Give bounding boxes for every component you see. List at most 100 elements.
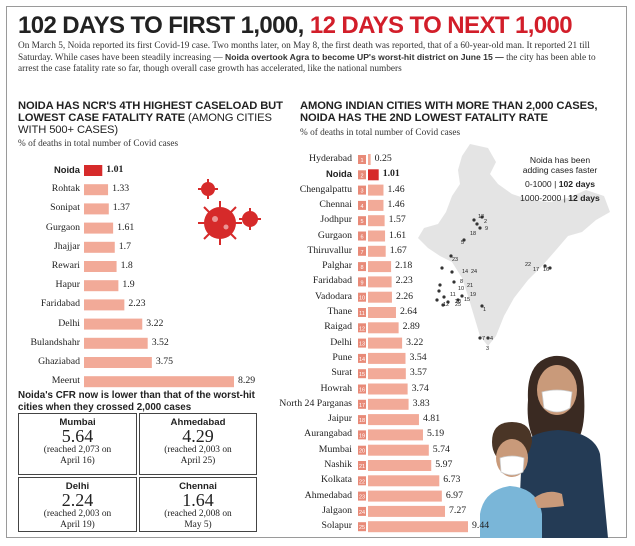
bar-label: Noida: [53, 164, 80, 175]
left-title-bold: NOIDA HAS NCR'S 4TH HIGHEST CASELOAD BUT…: [18, 100, 283, 124]
bar-value: 1.61: [389, 229, 407, 241]
map-rank: 20: [455, 299, 462, 305]
map-note-line: adding cases faster: [522, 165, 598, 175]
cfr-box-chennai: Chennai 1.64 (reached 2,008 on May 5): [139, 477, 257, 532]
map-rank: 9: [485, 226, 489, 232]
bar-label: Jodhpur: [320, 214, 352, 226]
bar-label: Kolkata: [320, 474, 352, 486]
bar-value: 2.23: [128, 298, 146, 310]
cfr-city: Ahmedabad: [170, 417, 226, 428]
bar-value: 3.22: [406, 336, 424, 348]
bar-label: Nashik: [324, 459, 352, 470]
bar-label: Sonipat: [50, 202, 80, 214]
cfr-detail: (reached 2,073 on: [43, 445, 112, 455]
bar-value: 1.8: [120, 260, 133, 271]
right-chart-subtitle: % of deaths in total number of Covid cas…: [300, 128, 461, 138]
map-rank: 3: [486, 346, 490, 352]
bar-value: 3.83: [412, 397, 430, 409]
map-rank: 8: [460, 279, 464, 285]
cfr-city: Mumbai: [59, 417, 96, 428]
intro-bold: Noida overtook Agra to become UP's worst…: [225, 52, 504, 62]
bar-value: 1.67: [389, 244, 407, 256]
bar-label: Thane: [327, 306, 352, 317]
bar-label: Thiruvallur: [307, 244, 352, 256]
map-rank: 11: [450, 292, 456, 298]
bar-value: 1.33: [112, 183, 130, 195]
headline-part-1: 102 DAYS TO FIRST 1,000,: [18, 12, 304, 39]
cfr-value: 1.64: [182, 490, 214, 510]
bar-label: Bulandshahr: [30, 336, 80, 348]
bar-value: 3.74: [411, 382, 429, 394]
bar-label: Delhi: [58, 317, 80, 329]
map-rank: 5: [461, 240, 465, 246]
bar-value: 0.25: [374, 153, 392, 164]
bar-value: 5.97: [435, 459, 453, 470]
map-rank: 1: [483, 307, 487, 313]
bar-label: Gurgaon: [45, 221, 80, 233]
cfr-detail: (reached 2,008 on: [164, 509, 232, 519]
bar-label: Gurgaon: [317, 229, 352, 241]
bar-value: 2.64: [399, 306, 418, 317]
cfr-detail: April 16): [60, 456, 95, 466]
cfr-value: 2.24: [61, 490, 94, 510]
cfr-detail: May 5): [184, 520, 212, 530]
map-note-line: Noida has been: [529, 155, 591, 165]
bar-label: Ahmedabad: [304, 489, 352, 501]
cfr-detail: April 25): [180, 456, 216, 466]
india-map: [418, 144, 610, 346]
map-note-range: 0-1000: [524, 179, 552, 189]
map-rank: 4: [490, 336, 494, 342]
right-chart-title: AMONG INDIAN CITIES WITH MORE THAN 2,000…: [300, 100, 598, 124]
bar-value: 1.61: [117, 221, 135, 233]
bar-label: Raigad: [324, 321, 352, 333]
cfr-title: Noida's CFR now is lower than that of th…: [18, 390, 255, 413]
intro-text: On March 5, Noida reported its first Cov…: [18, 41, 590, 63]
bar-label: Rewari: [51, 260, 80, 271]
bar-label: Aurangabad: [304, 428, 352, 440]
map-note-line: 1000-2000 | 12 days: [520, 193, 600, 203]
bar-label: Pune: [332, 351, 352, 363]
bar-value: 6.73: [443, 474, 461, 486]
cfr-value: 4.29: [182, 426, 214, 446]
bar-label: Howrah: [320, 382, 352, 394]
bar-value: 2.89: [402, 321, 420, 333]
bar-label: Solapur: [321, 520, 352, 532]
intro-text-end: the city has been able to arrest the cas…: [18, 53, 596, 74]
cfr-city: Delhi: [65, 481, 90, 492]
headline: 102 DAYS TO FIRST 1,000, 12 DAYS TO NEXT…: [18, 12, 573, 40]
left-chart-subtitle: % of deaths in total number of Covid cas…: [18, 139, 179, 149]
cfr-value: 5.64: [61, 426, 94, 446]
map-note-line: 0-1000 | 102 days: [524, 179, 596, 189]
bar-value: 3.22: [146, 317, 164, 329]
cfr-detail: (reached 2,003 on: [164, 445, 232, 455]
map-rank: 22: [525, 262, 532, 268]
headline-part-2: 12 DAYS TO NEXT 1,000: [309, 12, 573, 39]
bar-label: Jalgaon: [322, 504, 352, 516]
bar-label: Faridabad: [312, 275, 352, 287]
bar-label: Hyderabad: [309, 153, 352, 164]
bar-value: 3.57: [409, 367, 427, 379]
map-note-range: 1000-2000: [520, 193, 562, 203]
bar-value: 3.54: [409, 351, 427, 363]
map-rank: 18: [470, 231, 477, 237]
bar-value: 8.29: [238, 375, 256, 387]
bar-value: 1.46: [387, 183, 405, 195]
bar-value: 4.81: [422, 413, 441, 425]
bar-value: 5.74: [432, 443, 450, 455]
map-rank: 2: [484, 219, 488, 225]
map-note: Noida has been adding cases faster 0-100…: [505, 155, 615, 203]
bar-value: 9.44: [472, 520, 490, 532]
left-title-light: (AMONG CITIES WITH 500+ CASES): [18, 112, 272, 136]
bar-label: Jaipur: [328, 413, 352, 425]
bar-value: 1.9: [122, 279, 135, 291]
bar-label: Vadodara: [315, 290, 352, 302]
bar-label: Noida: [325, 168, 352, 180]
left-chart-title: NOIDA HAS NCR'S 4TH HIGHEST CASELOAD BUT…: [18, 100, 288, 136]
map-rank: 21: [467, 283, 474, 289]
map-rank: 14: [462, 269, 469, 275]
bar-label: Rohtak: [51, 183, 80, 195]
intro-paragraph: On March 5, Noida reported its first Cov…: [18, 41, 618, 75]
map-rank: 19: [470, 292, 477, 298]
map-rank: 13: [478, 214, 485, 220]
border-frame: [6, 6, 627, 538]
